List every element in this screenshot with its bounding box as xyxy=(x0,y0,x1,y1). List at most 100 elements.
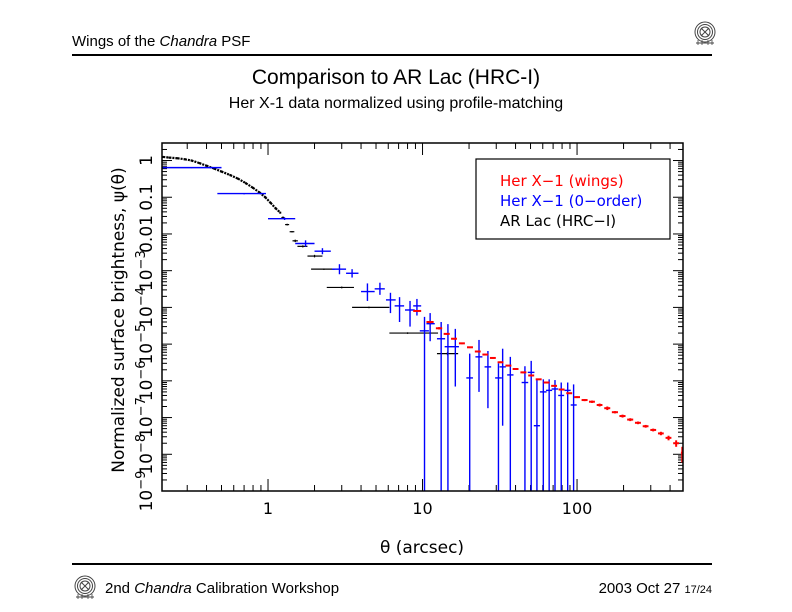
data-point xyxy=(205,164,208,167)
data-point xyxy=(665,435,672,441)
y-tick-label: 10−5 xyxy=(134,324,157,365)
y-tick-label: 10−3 xyxy=(134,250,157,291)
data-point xyxy=(451,337,457,340)
x-tick-label: 1 xyxy=(263,499,273,518)
footer-date: 2003 Oct 27 17/24 xyxy=(599,580,712,597)
data-point xyxy=(295,240,315,247)
y-tick-label-exponent: −8 xyxy=(134,434,149,453)
data-point xyxy=(426,313,435,342)
legend-entry: Her X−1 (0−order) xyxy=(500,192,642,210)
data-point xyxy=(528,374,535,377)
y-tick-label-exponent: −5 xyxy=(134,324,149,343)
y-tick-label-base: 10 xyxy=(137,343,157,365)
data-point xyxy=(162,166,222,169)
data-point xyxy=(650,428,657,432)
data-point xyxy=(385,292,396,314)
data-point xyxy=(229,174,232,177)
data-point xyxy=(413,298,422,316)
profile-segment xyxy=(229,174,239,180)
chart-marks xyxy=(162,155,683,491)
data-point xyxy=(482,353,489,356)
y-tick-label: 10−8 xyxy=(134,434,157,475)
x-axis-label: θ (arcsec) xyxy=(380,538,464,558)
profile-segment xyxy=(169,156,178,160)
data-point xyxy=(451,328,459,387)
data-point xyxy=(551,384,558,387)
y-tick-label: 10−6 xyxy=(134,360,157,401)
data-point xyxy=(162,155,165,158)
y-axis-label: Normalized surface brightness, ψ(θ) xyxy=(109,167,129,472)
header-title-italic: Chandra xyxy=(159,33,218,50)
y-tick-label-exponent: −4 xyxy=(134,287,149,306)
data-point xyxy=(394,297,405,323)
data-point xyxy=(244,182,247,185)
data-point xyxy=(183,158,186,161)
y-tick-label: 0.01 xyxy=(137,215,157,253)
y-tick-labels: 10−910−810−710−610−510−410−30.010.11 xyxy=(134,155,157,511)
data-point xyxy=(269,201,272,204)
header-title: Wings of the Chandra PSF xyxy=(72,33,250,50)
data-point xyxy=(520,371,527,374)
data-point xyxy=(217,192,266,195)
header-title-suffix: PSF xyxy=(217,33,251,50)
y-tick-label: 10−4 xyxy=(134,287,157,328)
chandra-logo-icon xyxy=(74,575,96,599)
footer-divider xyxy=(72,563,712,565)
y-tick-label-base: 10 xyxy=(137,306,157,328)
data-point xyxy=(484,350,492,409)
data-point xyxy=(495,363,502,491)
footer-workshop: 2nd Chandra Calibration Workshop xyxy=(105,580,339,597)
y-tick-label: 10−7 xyxy=(134,397,157,438)
data-point xyxy=(168,156,171,159)
data-point xyxy=(444,324,452,491)
legend-box xyxy=(475,158,671,240)
data-point xyxy=(307,254,323,258)
data-point xyxy=(627,418,634,422)
legend-entry: AR Lac (HRC−I) xyxy=(500,212,616,230)
data-point xyxy=(574,396,580,399)
y-tick-label-exponent: −7 xyxy=(134,397,149,416)
data-point xyxy=(475,339,483,392)
data-point xyxy=(314,248,331,255)
data-point xyxy=(551,380,559,491)
footer-prefix: 2nd xyxy=(105,580,135,597)
data-point xyxy=(352,306,390,309)
data-point xyxy=(604,406,611,411)
data-point xyxy=(285,223,290,226)
slide-title: Comparison to AR Lac (HRC-I) xyxy=(251,66,541,89)
data-point xyxy=(237,177,240,180)
data-point xyxy=(657,431,664,436)
data-point xyxy=(289,231,295,233)
data-point xyxy=(458,342,465,345)
data-point xyxy=(443,332,450,335)
data-point xyxy=(361,283,375,301)
axis-ticks xyxy=(162,142,683,492)
data-point xyxy=(588,400,595,403)
data-point xyxy=(673,440,680,447)
y-tick-label: 1 xyxy=(137,155,157,166)
data-point xyxy=(634,421,641,425)
data-point xyxy=(499,348,506,426)
y-tick-label-base: 1 xyxy=(137,155,157,166)
data-point xyxy=(419,316,429,491)
plot-frame xyxy=(161,142,684,492)
data-point xyxy=(198,162,201,165)
profile-segment xyxy=(221,170,231,177)
y-tick-label-base: 10 xyxy=(137,490,157,512)
footer-suffix: Calibration Workshop xyxy=(191,580,340,597)
data-point xyxy=(611,411,618,414)
y-tick-label-base: 10 xyxy=(137,416,157,438)
data-point xyxy=(268,217,296,220)
data-point xyxy=(220,170,223,173)
data-point xyxy=(543,381,550,384)
data-point xyxy=(539,379,547,491)
data-point xyxy=(435,327,443,330)
slide-subtitle: Her X-1 data normalized using profile-ma… xyxy=(228,95,564,112)
series-her-x-1-wings- xyxy=(413,309,683,463)
y-tick-label-exponent: −6 xyxy=(134,360,149,379)
series-ar-lac-hrc-i-profile xyxy=(162,155,282,214)
data-point xyxy=(558,388,565,391)
profile-segment xyxy=(214,167,222,173)
y-tick-label-base: 10 xyxy=(137,380,157,402)
